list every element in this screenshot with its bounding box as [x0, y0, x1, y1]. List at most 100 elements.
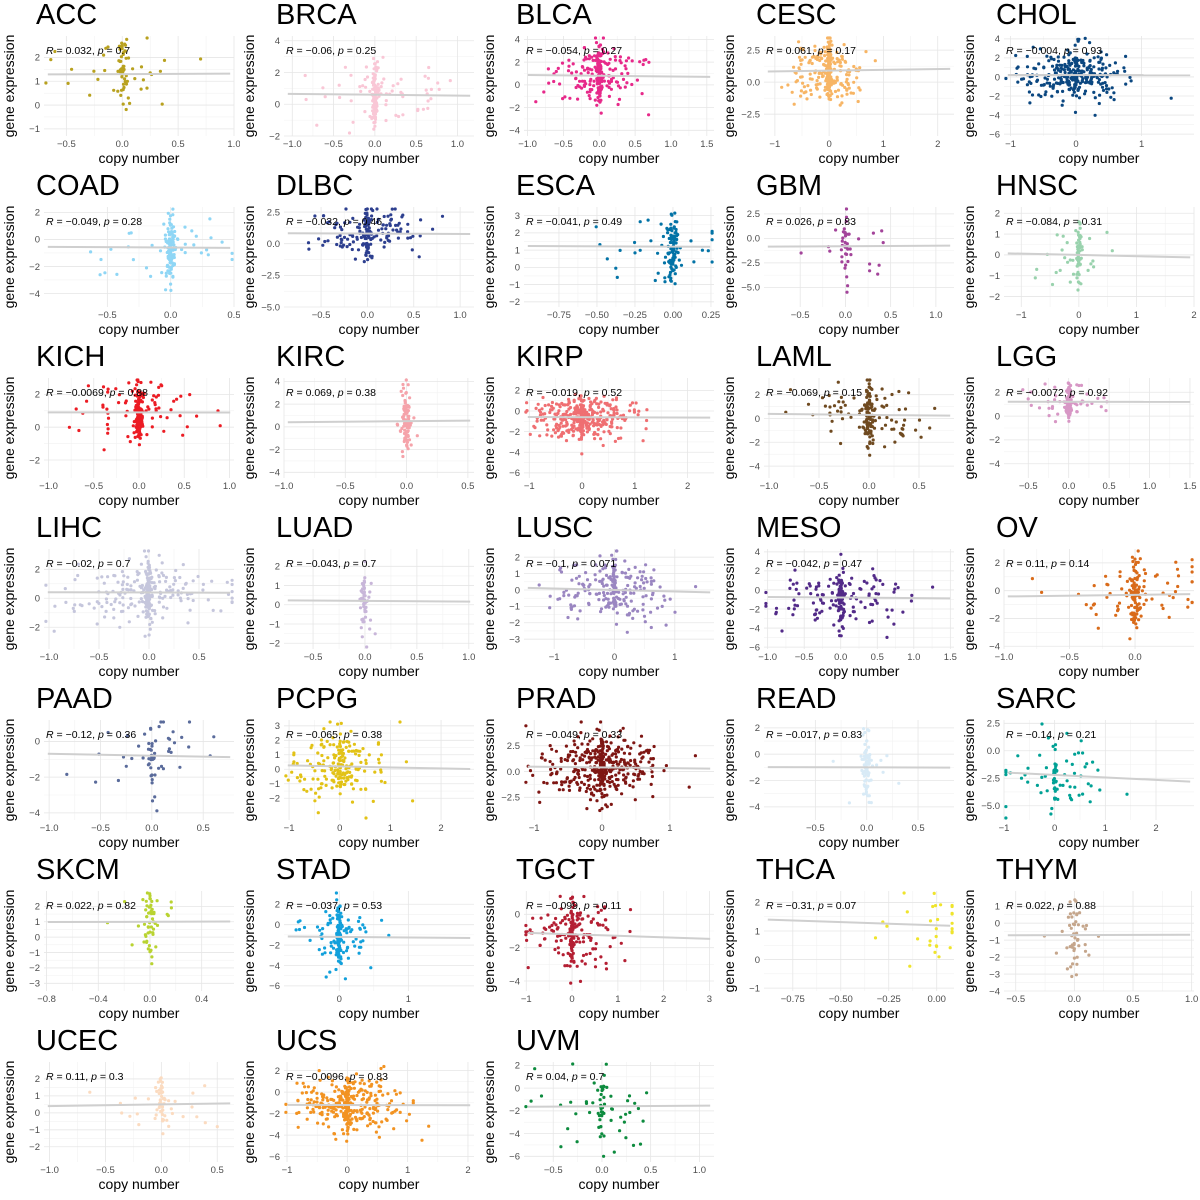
data-point: [582, 398, 586, 402]
scatter-plot-gbm: −0.5 0.0 0.5 1.0−5.0−2.50.02.5: [741, 207, 954, 321]
data-point: [595, 727, 599, 731]
data-point: [550, 408, 554, 412]
data-point: [396, 223, 400, 227]
data-point: [317, 787, 321, 791]
data-point: [626, 71, 630, 75]
data-point: [408, 236, 413, 240]
x-axis-label: copy number: [578, 492, 660, 508]
p-value: 0.31: [1081, 216, 1103, 228]
data-point: [799, 251, 803, 255]
data-point: [629, 746, 633, 750]
data-point: [823, 85, 827, 89]
data-point: [593, 573, 597, 577]
data-point: [1071, 93, 1075, 97]
data-point: [362, 594, 366, 598]
data-point: [358, 222, 362, 226]
data-point: [671, 262, 675, 266]
data-point: [1047, 406, 1051, 410]
data-point: [840, 101, 844, 105]
data-point: [1127, 605, 1131, 609]
data-point: [1055, 233, 1059, 237]
data-point: [183, 582, 188, 586]
data-point: [612, 573, 616, 577]
panel-title: KICH: [36, 342, 106, 373]
data-point: [179, 599, 183, 603]
data-point: [598, 808, 602, 813]
data-point: [687, 785, 691, 789]
x-axis-label: copy number: [578, 321, 660, 337]
data-point: [815, 54, 819, 59]
data-point: [612, 411, 616, 415]
y-tick-label: −5.0: [261, 302, 280, 313]
y-tick-label: −2: [269, 639, 280, 650]
data-points: [65, 720, 216, 813]
y-tick-label: −2: [749, 604, 760, 615]
data-point: [823, 71, 827, 75]
y-tick-label: −3: [509, 634, 520, 645]
panel-title: MESO: [756, 513, 842, 544]
regression-line: [527, 586, 711, 594]
data-point: [1042, 83, 1046, 87]
data-point: [363, 559, 367, 564]
data-point: [1051, 86, 1055, 90]
data-point: [185, 592, 189, 596]
data-point: [131, 258, 135, 262]
data-point: [71, 606, 75, 610]
data-point: [552, 417, 556, 421]
data-point: [638, 60, 642, 64]
data-point: [623, 64, 627, 68]
data-point: [572, 563, 576, 567]
x-tick-label: −0.5: [795, 652, 814, 663]
data-point: [367, 595, 371, 599]
data-point: [876, 272, 880, 276]
data-point: [148, 569, 152, 573]
data-point: [563, 95, 567, 99]
data-point: [849, 253, 853, 257]
data-point: [600, 47, 605, 51]
panel-title: GBM: [756, 171, 823, 202]
data-point: [633, 565, 637, 569]
data-point: [890, 427, 894, 431]
data-point: [1066, 260, 1070, 264]
data-point: [1067, 67, 1072, 71]
data-point: [623, 85, 627, 89]
data-point: [842, 610, 846, 614]
minor-gridlines: [44, 207, 234, 307]
data-point: [673, 272, 677, 276]
data-point: [171, 274, 175, 278]
data-point: [121, 596, 125, 600]
data-point: [592, 410, 596, 414]
data-point: [1135, 626, 1139, 630]
minor-gridlines: [524, 378, 714, 478]
data-point: [844, 215, 849, 219]
data-point: [805, 97, 809, 101]
data-point: [900, 427, 904, 431]
data-point: [373, 107, 377, 111]
data-point: [292, 760, 296, 764]
data-point: [1190, 570, 1194, 574]
panel-title: CHOL: [996, 0, 1077, 31]
data-point: [840, 255, 844, 259]
data-point: [596, 80, 600, 84]
data-point: [774, 612, 778, 616]
regression-line: [287, 92, 471, 97]
panel-paad: −1.0 −0.5 0.0 0.5 −4 −2 0 PAAD R = −0.12, p = 0.…: [0, 684, 240, 855]
data-point: [371, 208, 375, 213]
data-point: [351, 240, 355, 244]
data-point: [674, 250, 679, 254]
data-point: [125, 79, 129, 83]
data-point: [834, 228, 838, 232]
data-point: [550, 400, 554, 405]
data-point: [121, 82, 126, 86]
data-point: [1014, 53, 1018, 58]
data-point: [386, 214, 390, 218]
data-point: [885, 415, 889, 420]
data-point: [335, 784, 339, 788]
data-point: [321, 243, 325, 247]
data-point: [368, 618, 373, 622]
data-point: [1052, 83, 1056, 87]
data-point: [166, 241, 170, 245]
data-point: [361, 747, 365, 751]
data-point: [1065, 410, 1069, 414]
